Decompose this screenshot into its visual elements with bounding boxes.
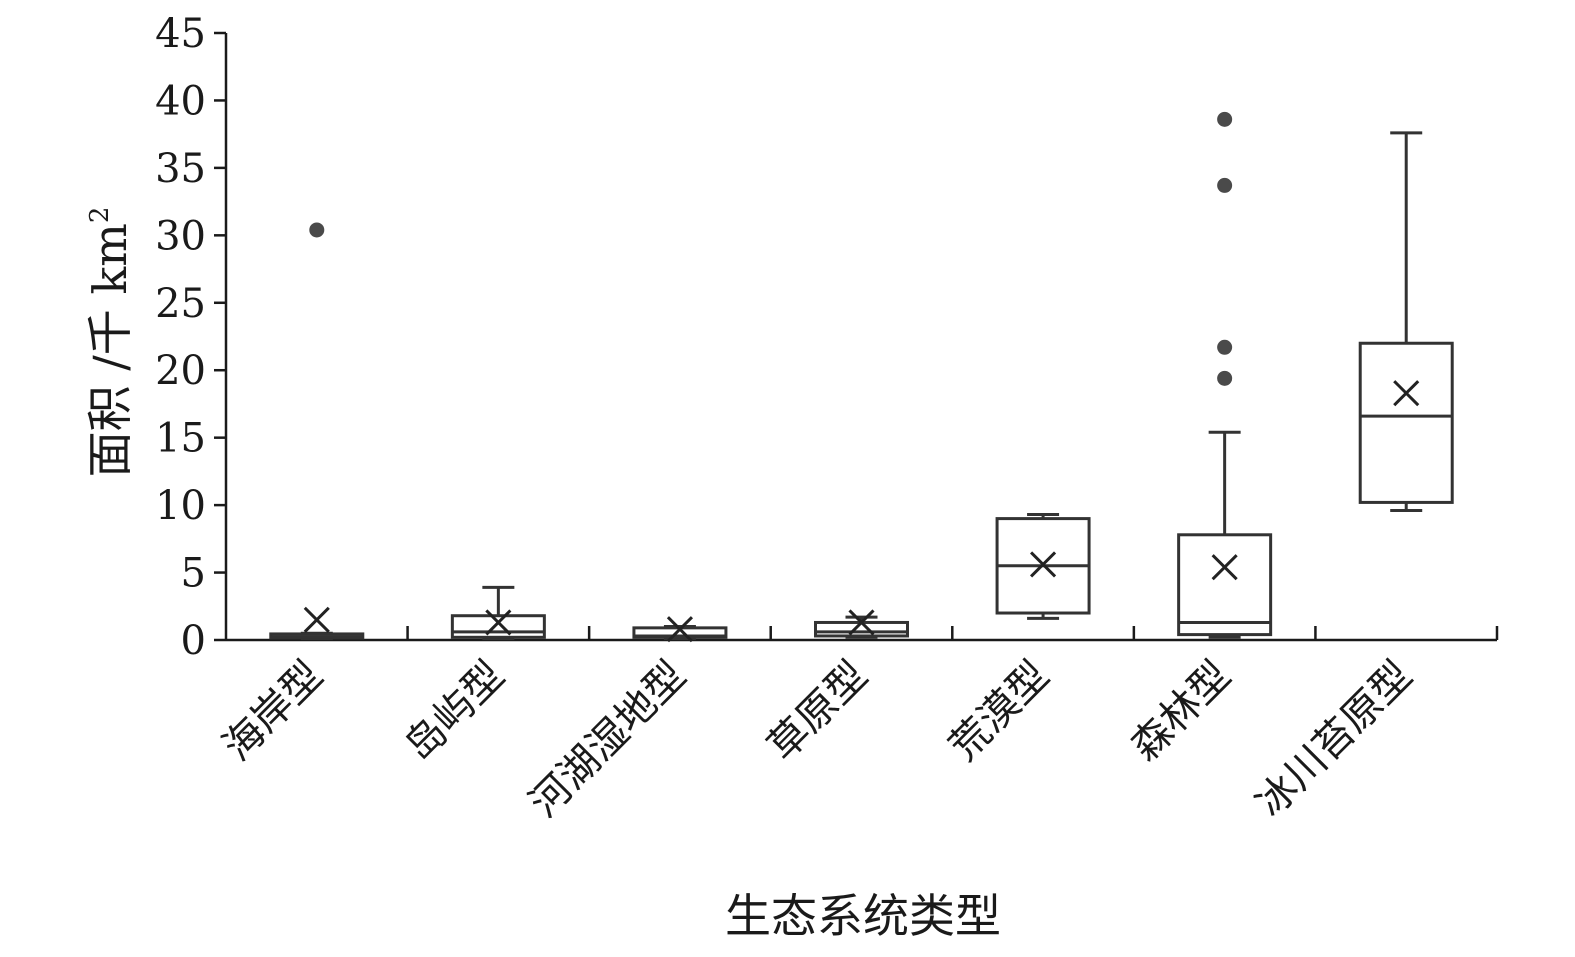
mean-marker-stroke (485, 609, 512, 636)
mean-marker (1030, 551, 1057, 578)
y-tick-label: 10 (155, 483, 206, 529)
mean-marker (1211, 554, 1238, 581)
y-tick-label: 35 (155, 146, 206, 192)
box-iqr (1358, 341, 1454, 504)
y-tick-label: 15 (155, 416, 206, 462)
mean-marker (1393, 380, 1420, 407)
box-group (269, 222, 365, 641)
mean-marker-stroke (1211, 554, 1238, 581)
mean-marker-stroke (303, 606, 330, 633)
y-tick-label: 45 (155, 11, 206, 57)
axes (224, 33, 1497, 642)
y-axis-title-text: 面积 /千 km (83, 223, 137, 477)
x-tick-label: 岛屿型 (396, 653, 513, 770)
box-group (1358, 131, 1454, 513)
mean-marker-stroke (848, 609, 875, 636)
x-tick-label: 冰川苔原型 (1247, 653, 1421, 827)
mean-marker (848, 609, 875, 636)
box-group (1177, 111, 1273, 639)
y-axis-title-superscript: 2 (85, 207, 115, 224)
box-group (632, 616, 728, 643)
outlier-point (1217, 111, 1233, 127)
box-group (995, 513, 1091, 620)
x-tick-label: 河湖湿地型 (521, 653, 695, 827)
box-group (450, 585, 546, 641)
boxes (269, 111, 1454, 643)
y-tick-label: 30 (155, 213, 206, 259)
y-axis-title: 面积 /千 km2 (83, 207, 137, 478)
x-tick-labels: 海岸型 岛屿型 河湖湿地型 草原型 荒漠型 森林型 冰川苔原型 (214, 653, 1421, 827)
x-tick-label: 海岸型 (214, 653, 331, 770)
y-tick-label: 5 (181, 551, 206, 597)
mean-marker-stroke (666, 616, 693, 643)
y-ticks: 0 5 10 15 20 25 30 35 40 45 (155, 11, 226, 664)
box-iqr (1177, 533, 1273, 637)
box-iqr (450, 614, 546, 639)
outlier-point (1217, 339, 1233, 355)
y-tick-label: 20 (155, 348, 206, 394)
x-ticks (406, 626, 1499, 640)
mean-marker (666, 616, 693, 643)
y-tick-label: 40 (155, 78, 206, 124)
y-tick-label: 0 (181, 618, 206, 664)
x-tick-label: 荒漠型 (941, 653, 1058, 770)
box-group (814, 609, 909, 639)
mean-marker-stroke (1030, 551, 1057, 578)
x-tick-label: 森林型 (1122, 653, 1239, 770)
mean-marker (485, 609, 512, 636)
outlier-point (1217, 177, 1233, 193)
mean-marker-stroke (1393, 380, 1420, 407)
outlier-point (309, 222, 325, 238)
y-tick-label: 25 (155, 281, 206, 327)
mean-marker (303, 606, 330, 633)
outlier-point (1217, 370, 1233, 386)
x-tick-label: 草原型 (759, 653, 876, 770)
x-axis-title: 生态系统类型 (725, 889, 1001, 943)
